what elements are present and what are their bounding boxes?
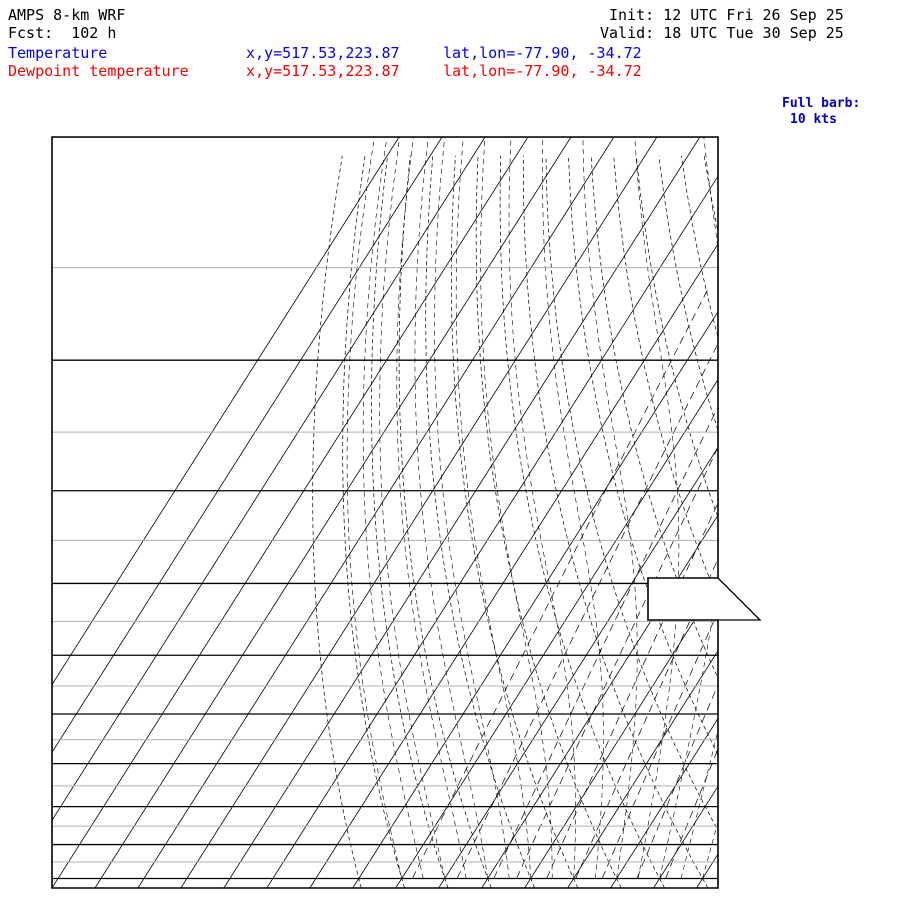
isotherm xyxy=(352,137,718,888)
dry-adiabat xyxy=(885,156,900,888)
barb-legend-line1: Full barb: xyxy=(782,96,861,111)
isotherm xyxy=(266,137,718,888)
dry-adiabat xyxy=(613,155,718,888)
model-title: AMPS 8-km WRF xyxy=(8,6,126,24)
isotherm xyxy=(94,137,572,888)
dry-adiabat xyxy=(681,155,718,888)
dry-adiabat xyxy=(522,155,709,888)
moist-adiabat xyxy=(680,137,718,879)
plot-frame xyxy=(51,136,719,889)
dry-adiabat xyxy=(475,155,622,888)
isotherm xyxy=(696,137,718,888)
isotherm xyxy=(567,137,718,888)
dry-adiabat xyxy=(658,155,718,888)
isotherm xyxy=(180,137,658,888)
barb-legend-line2: 10 kts xyxy=(790,112,837,127)
mixing-ratio-line xyxy=(546,288,718,879)
dry-adiabat xyxy=(312,155,362,888)
dry-adiabat xyxy=(772,156,900,888)
mixing-ratio-line xyxy=(601,288,718,879)
init-time: Init: 12 UTC Fri 26 Sep 25 xyxy=(609,6,844,24)
dry-adiabat xyxy=(425,155,535,888)
dry-adiabat xyxy=(840,156,900,888)
mixing-ratio-line xyxy=(665,288,718,879)
temperature-legend-label: Temperature xyxy=(8,44,108,62)
dry-adiabat xyxy=(817,156,900,888)
dry-adiabat xyxy=(703,155,718,888)
moist-adiabat xyxy=(702,137,718,879)
moist-adiabat xyxy=(508,137,576,879)
moist-adiabat xyxy=(396,137,467,879)
isotherm xyxy=(52,137,486,888)
mixing-ratio-line xyxy=(575,288,718,879)
mixing-ratio-line xyxy=(636,288,718,879)
mixing-ratio-line xyxy=(493,288,718,879)
isotherm xyxy=(739,137,900,888)
dry-adiabat xyxy=(590,155,718,888)
isotherm xyxy=(52,137,443,888)
dry-adiabat xyxy=(451,155,579,888)
forecast-hour: Fcst: 102 h xyxy=(8,24,117,42)
dry-adiabat xyxy=(863,156,900,888)
isotherm xyxy=(395,137,718,888)
isotherm xyxy=(223,137,701,888)
isotherm xyxy=(438,137,718,888)
temperature-latlon: lat,lon=-77.90, -34.72 xyxy=(443,44,642,62)
temperature-xy: x,y=517.53,223.87 xyxy=(246,44,400,62)
mixing-ratio-line xyxy=(516,288,718,879)
dry-adiabat xyxy=(568,155,718,888)
isotherm xyxy=(481,137,718,888)
isotherm xyxy=(52,137,400,888)
isotherm xyxy=(52,137,529,888)
dewpoint-latlon: lat,lon=-77.90, -34.72 xyxy=(443,62,642,80)
dry-adiabat xyxy=(795,156,900,888)
isotherm xyxy=(653,137,718,888)
moist-adiabat xyxy=(379,137,445,879)
valid-time: Valid: 18 UTC Tue 30 Sep 25 xyxy=(600,24,844,42)
grid-lines xyxy=(52,137,900,888)
isotherm xyxy=(309,137,718,888)
dry-adiabat xyxy=(342,155,405,888)
dewpoint-xy: x,y=517.53,223.87 xyxy=(246,62,400,80)
isotherm xyxy=(524,137,718,888)
moist-adiabat xyxy=(414,137,488,879)
dewpoint-legend-label: Dewpoint temperature xyxy=(8,62,189,80)
dry-adiabat xyxy=(371,155,449,888)
isotherm xyxy=(137,137,615,888)
dry-adiabat xyxy=(749,156,900,888)
dry-adiabat xyxy=(727,156,900,888)
wind-panel xyxy=(717,577,762,621)
isotherm xyxy=(782,137,900,888)
dry-adiabat xyxy=(499,155,665,888)
moist-adiabat xyxy=(659,137,718,879)
isotherm xyxy=(610,137,718,888)
dry-adiabat xyxy=(545,155,718,888)
